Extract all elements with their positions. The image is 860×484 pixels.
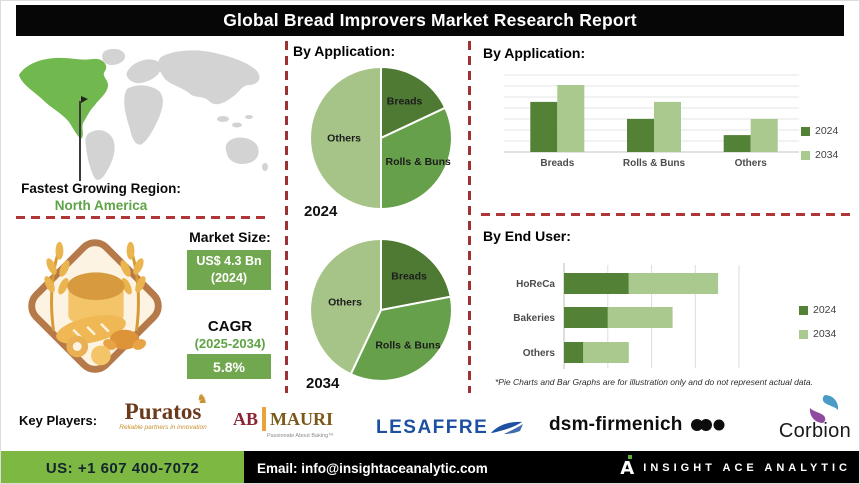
world-map [19,48,268,180]
map-north-america-highlight [19,57,108,139]
application-bar-chart: Breads Rolls & Buns Others [504,74,799,169]
wheat-left [44,241,70,331]
svg-text:Others: Others [328,296,362,308]
dsm-firmenich-wordmark: dsm-firmenich [549,414,683,435]
legend-item: 2024 [799,304,836,316]
svg-text:Bakeries: Bakeries [513,313,555,324]
pie-year-2024: 2024 [304,203,338,220]
report-title-bar: Global Bread Improvers Market Research R… [16,5,844,36]
legend-item: 2034 [799,328,836,340]
insight-ace-wordmark: INSIGHT ACE ANALYTIC [643,462,851,474]
bread-illustration [28,239,162,373]
cagr-period: (2025-2034) [194,336,266,351]
footer-bar: US: +1 607 400-7072 Email: info@insighta… [1,451,859,483]
bun [91,345,111,366]
market-size-value: US$ 4.3 Bn [196,254,262,269]
ab-mauri-mauri: MAURI [270,408,334,429]
corbion-sphere-icon [809,395,839,423]
svg-text:Rolls & Buns: Rolls & Buns [623,158,686,169]
svg-text:Others: Others [327,133,361,145]
pie-chart-2024: Breads Rolls & Buns Others [309,65,453,211]
bagel [66,335,89,358]
svg-text:Others: Others [523,348,556,359]
svg-text:Breads: Breads [387,95,423,107]
end-user-chart-legend: 2024 2034 [799,304,836,352]
fastest-growing-region-value: North America [54,198,148,213]
croissant [103,329,147,350]
bar-section-title: By Application: [483,45,586,61]
map-greenland [102,48,126,65]
logo-lesaffre: LESAFFRE [376,417,524,439]
map-asia [158,50,260,105]
footer-phone-section: US: +1 607 400-7072 [1,451,244,483]
logo-ab-mauri: AB MAURI Passionate About Baking™ [233,407,334,439]
pie-chart-2034: Breads Rolls & Buns Others [309,237,453,382]
unicorn-icon: ♞ [196,391,208,406]
svg-text:Breads: Breads [391,271,427,283]
disclaimer-text: *Pie Charts and Bar Graphs are for illus… [495,377,813,387]
divider-horizontal-right [481,213,853,216]
legend-item: 2034 [801,149,838,161]
pie-section-title: By Application: [293,43,396,59]
lesaffre-swoosh-icon [491,421,524,434]
svg-text:Others: Others [735,158,768,169]
report-title: Global Bread Improvers Market Research R… [223,10,637,30]
phone-number: US: +1 607 400-7072 [45,459,200,477]
market-size-value-box: US$ 4.3 Bn (2024) [187,250,271,290]
pan-bread [67,272,125,322]
ab-mauri-ab: AB [233,408,259,429]
divider-vertical-left [285,41,288,393]
logo-green-dot [628,455,633,459]
region-pointer-line [79,101,81,181]
insight-ace-brand: A INSIGHT ACE ANALYTIC [620,451,851,483]
legend-item: 2024 [801,125,838,137]
map-europe [126,59,161,84]
logo-dsm-firmenich: dsm-firmenich [549,414,726,436]
logo-puratos: ♞ Puratos Reliable partners in innovatio… [104,391,222,431]
ab-mauri-tagline: Passionate About Baking™ [267,433,334,439]
market-size-year: (2024) [210,271,248,285]
wheat-right [120,241,146,331]
svg-text:HoReCa: HoReCa [516,279,555,290]
key-players-label: Key Players: [19,413,98,428]
cagr-label: CAGR [207,318,253,335]
end-user-bar-chart: HoReCa Bakeries Others [513,263,740,369]
region-marker-icon [81,96,88,103]
puratos-wordmark: Puratos [124,399,202,424]
pie-year-2034: 2034 [306,375,340,392]
application-chart-legend: 2024 2034 [801,125,838,173]
corbion-wordmark: Corbion [778,420,851,442]
ab-mauri-divider [262,407,267,431]
fastest-growing-region-label: Fastest Growing Region: [21,181,181,196]
svg-text:Rolls & Buns: Rolls & Buns [386,156,451,168]
puratos-tagline: Reliable partners in innovation [119,424,207,431]
divider-vertical-right [468,41,471,393]
dsm-dots-icon [690,419,725,431]
divider-horizontal-left [16,216,271,219]
cagr-value-box: 5.8% [187,354,271,379]
market-size-label: Market Size: [189,229,271,245]
lesaffre-wordmark: LESAFFRE [376,417,489,438]
email-address: Email: info@insightaceanalytic.com [257,460,488,476]
end-user-section-title: By End User: [483,228,571,244]
map-australia [225,137,259,164]
map-south-america [85,130,115,180]
cagr-value: 5.8% [213,358,245,375]
svg-text:Breads: Breads [540,158,574,169]
map-africa [124,85,163,145]
insight-ace-logo-icon: A [620,455,634,479]
svg-text:Rolls & Buns: Rolls & Buns [375,339,440,351]
